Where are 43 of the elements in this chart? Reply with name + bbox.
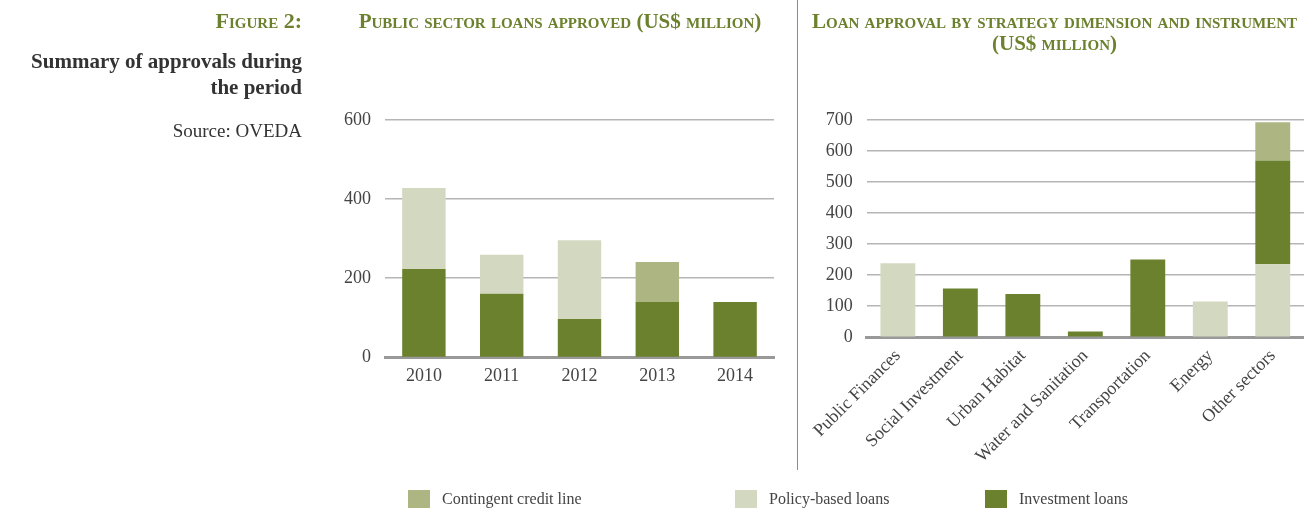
y-tick-label: 400 (825, 201, 853, 222)
x-tick-label: 2014 (717, 364, 754, 385)
legend-label: Investment loans (1019, 490, 1128, 508)
y-tick-label: 200 (344, 266, 371, 287)
bar (1192, 301, 1228, 337)
bar (402, 187, 446, 270)
chart-title: Public sector loans approved (US$ million) (357, 9, 763, 33)
y-tick-label: 600 (344, 108, 371, 129)
bar (1255, 160, 1291, 265)
bar (402, 269, 446, 357)
x-tick-label: 2012 (561, 364, 598, 385)
bar (880, 263, 916, 337)
text: Summary of approvals during the period (30, 48, 302, 100)
y-tick-label: 100 (825, 294, 853, 315)
x-tick-label: 2010 (405, 364, 442, 385)
bar (635, 301, 680, 357)
y-tick-label: 700 (825, 108, 853, 129)
y-tick-label: 600 (825, 139, 853, 160)
y-tick-label: 300 (825, 232, 853, 253)
y-tick-label: 500 (825, 170, 853, 191)
bar (713, 301, 757, 357)
bar (1255, 264, 1291, 337)
bar (557, 240, 602, 319)
text: Figure 2: (214, 8, 302, 34)
legend-label: Policy-based loans (769, 490, 890, 508)
y-tick-label: 200 (825, 263, 853, 284)
bar (479, 254, 524, 294)
source-note: Source: OVEDA (171, 120, 302, 142)
bar (557, 318, 602, 357)
chart-title: Loan approval by strategy dimension and instrument (US$ million) (811, 9, 1298, 55)
bar (1130, 259, 1166, 337)
x-tick-label: 2011 (484, 364, 520, 385)
bar (1255, 122, 1291, 161)
y-tick-label: 0 (843, 326, 853, 347)
y-tick-label: 0 (362, 346, 371, 367)
bar (635, 261, 680, 302)
bar (942, 288, 978, 337)
bar (479, 293, 524, 357)
bar (1005, 294, 1041, 337)
y-tick-label: 400 (344, 187, 371, 208)
bar (1067, 331, 1103, 337)
x-tick-label: 2013 (639, 364, 676, 385)
legend-label: Contingent credit line (442, 490, 582, 508)
